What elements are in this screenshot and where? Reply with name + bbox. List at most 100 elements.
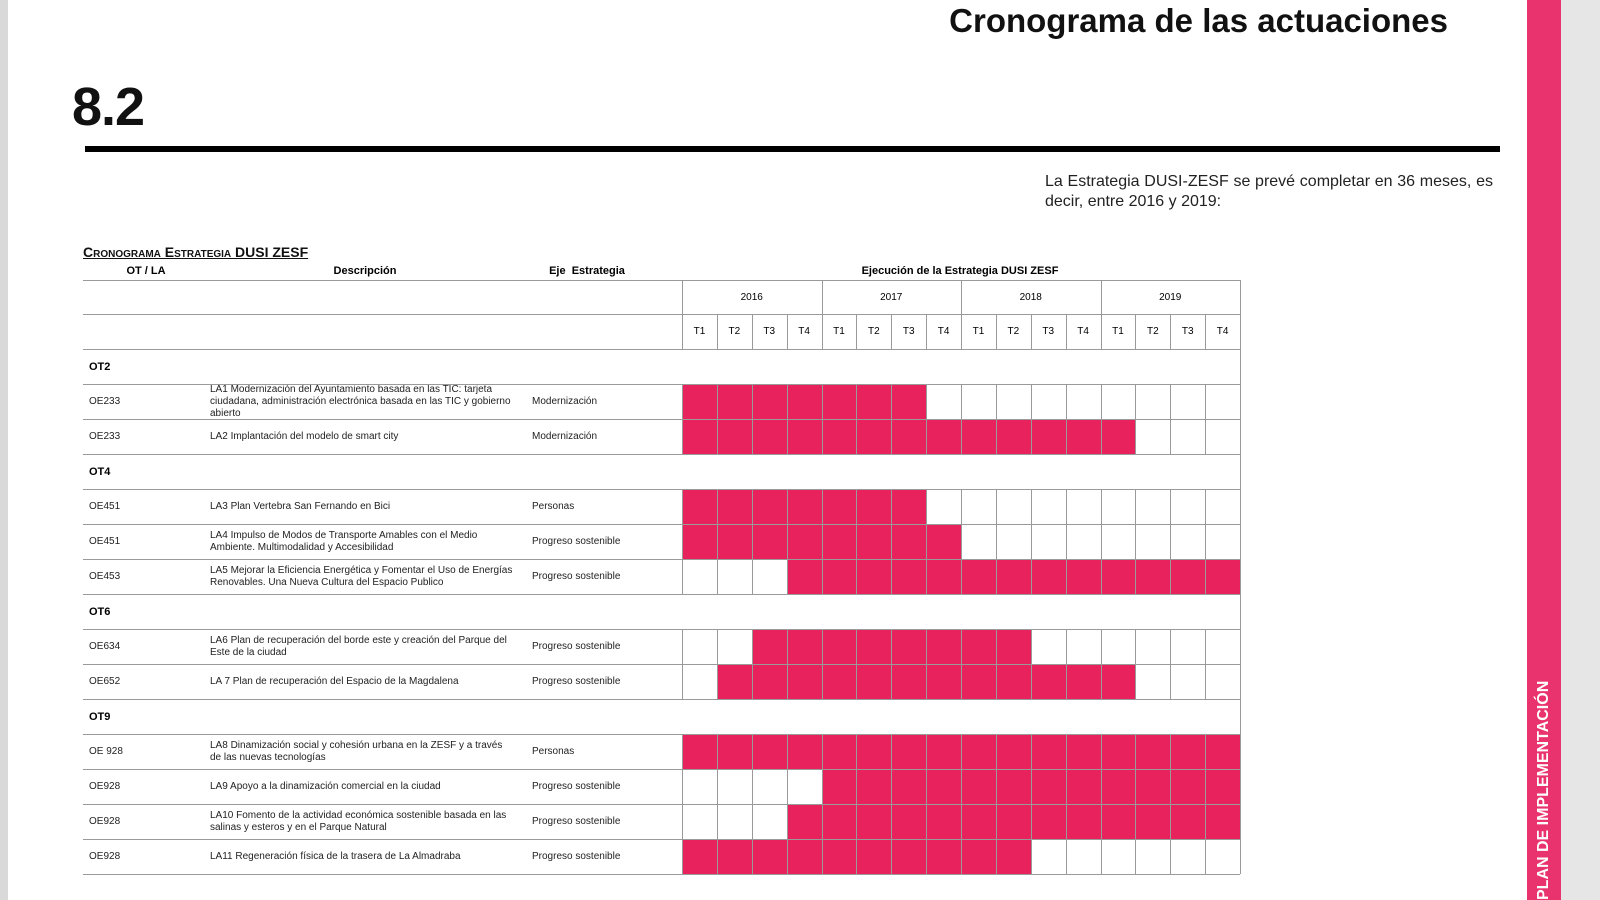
grid-line [1065, 419, 1067, 454]
grid-line [83, 874, 1240, 875]
row-description: LA8 Dinamización social y cohesión urban… [210, 739, 503, 763]
group-label: OT2 [89, 360, 111, 373]
grid-line [1065, 384, 1067, 419]
grid-line [1065, 314, 1067, 349]
grid-line [751, 734, 753, 769]
quarter-label: T3 [1042, 326, 1055, 337]
page-edge [1561, 0, 1600, 900]
grid-line [961, 804, 962, 839]
grid-line [891, 734, 893, 769]
grid-line [1135, 839, 1137, 874]
row-description: LA6 Plan de recuperación del borde este … [210, 634, 507, 658]
grid-line [1030, 839, 1032, 874]
grid-line [1135, 524, 1137, 559]
grid-line [995, 629, 997, 664]
grid-line [821, 734, 823, 769]
grid-line [995, 839, 997, 874]
grid-line [821, 559, 823, 594]
grid-line [891, 524, 893, 559]
grid-line [682, 280, 683, 314]
grid-line [751, 489, 753, 524]
grid-line [891, 664, 893, 699]
grid-line [1100, 419, 1102, 454]
grid-line [1065, 559, 1067, 594]
grid-line [1100, 524, 1102, 559]
quarter-label: T1 [1112, 326, 1124, 337]
grid-line [83, 454, 1240, 455]
grid-line [1170, 804, 1172, 839]
row-description: LA 7 Plan de recuperación del Espacio de… [210, 675, 459, 687]
grid-line [716, 769, 718, 804]
grid-line [961, 734, 962, 769]
grid-line [83, 664, 1240, 665]
grid-line [786, 769, 788, 804]
grid-line [1100, 769, 1102, 804]
row-code: OE233 [89, 431, 121, 442]
grid-line [786, 524, 788, 559]
schedule-table: OT / LA Descripción Eje Estrategia Ejecució… [83, 265, 1241, 875]
row-axis: Progreso sostenible [532, 851, 621, 862]
grid-line [682, 629, 683, 664]
grid-line [856, 419, 858, 454]
grid-line [1240, 280, 1241, 874]
grid-line [821, 314, 823, 349]
row-code: OE233 [89, 396, 121, 407]
grid-line [786, 804, 788, 839]
grid-line [1030, 524, 1032, 559]
grid-line [1030, 734, 1032, 769]
grid-line [926, 384, 928, 419]
row-code: OE928 [89, 851, 121, 862]
grid-line [1170, 839, 1172, 874]
grid-line [1205, 559, 1207, 594]
quarter-label: T1 [833, 326, 845, 337]
row-axis: Progreso sostenible [532, 536, 621, 547]
row-description: LA9 Apoyo a la dinamización comercial en… [210, 780, 441, 792]
grid-line [682, 384, 683, 419]
row-axis: Progreso sostenible [532, 781, 621, 792]
group-label: OT4 [89, 465, 111, 478]
grid-line [891, 839, 893, 874]
grid-line [751, 629, 753, 664]
grid-line [961, 769, 962, 804]
grid-line [1030, 384, 1032, 419]
grid-line [682, 804, 683, 839]
grid-line [961, 524, 962, 559]
grid-line [1100, 734, 1102, 769]
row-axis: Personas [532, 501, 575, 512]
grid-line [83, 314, 1240, 315]
grid-line [682, 524, 683, 559]
bar [682, 489, 927, 524]
row-axis: Personas [532, 746, 575, 757]
grid-line [926, 559, 928, 594]
grid-line [1170, 734, 1172, 769]
grid-line [961, 419, 962, 454]
grid-line [83, 524, 1240, 525]
grid-line [1205, 734, 1207, 769]
grid-line [1205, 769, 1207, 804]
grid-line [1170, 559, 1172, 594]
grid-line [961, 384, 962, 419]
grid-line [891, 804, 893, 839]
grid-line [856, 664, 858, 699]
year-label: 2017 [880, 291, 903, 303]
grid-line [786, 734, 788, 769]
grid-line [961, 489, 962, 524]
grid-line [821, 419, 823, 454]
grid-line [1030, 559, 1032, 594]
row-code: OE634 [89, 641, 121, 652]
grid-line [83, 384, 1240, 385]
grid-line [821, 384, 823, 419]
quarter-label: T2 [867, 326, 880, 337]
bar [682, 419, 1136, 454]
grid-line [716, 419, 718, 454]
row-code: OE451 [89, 501, 121, 512]
grid-line [1170, 419, 1172, 454]
grid-line [1065, 734, 1067, 769]
grid-line [926, 314, 928, 349]
row-axis: Modernización [532, 396, 598, 407]
grid-line [751, 559, 753, 594]
year-label: 2016 [740, 291, 763, 303]
grid-line [995, 734, 997, 769]
grid-line [716, 629, 718, 664]
bar [682, 384, 927, 419]
